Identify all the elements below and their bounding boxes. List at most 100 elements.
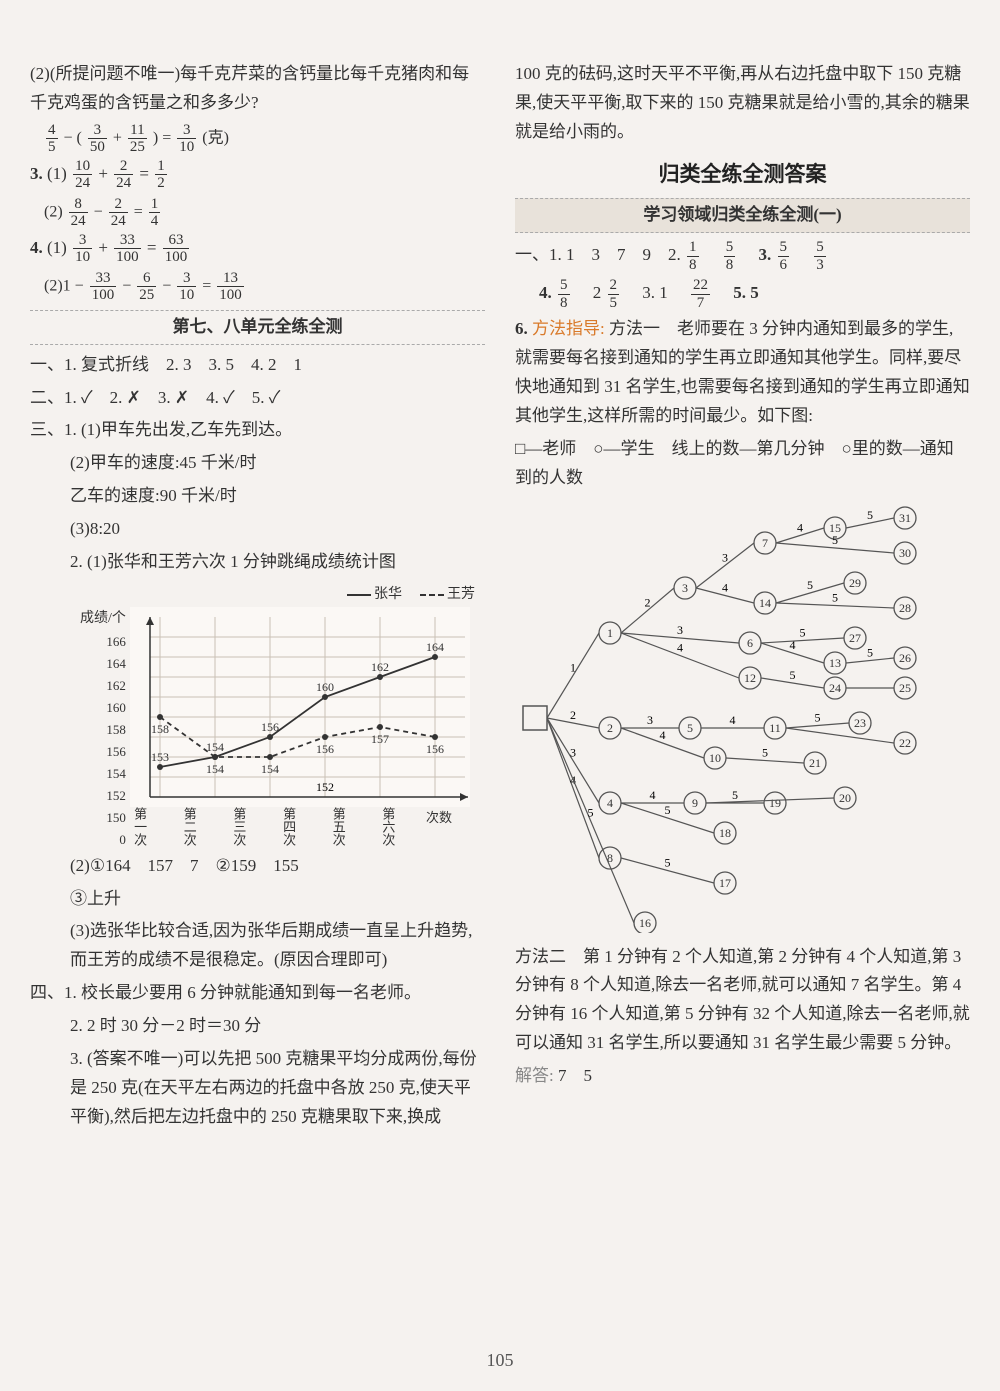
svg-text:5: 5 [832, 590, 838, 604]
line-a: 一、1. 复式折线 2. 3 3. 5 4. 2 1 [30, 351, 485, 380]
svg-text:18: 18 [719, 826, 731, 840]
svg-text:156: 156 [426, 742, 444, 756]
svg-text:13: 13 [829, 656, 841, 670]
q3-label: 3. [30, 164, 43, 183]
svg-text:5: 5 [665, 803, 671, 817]
svg-text:26: 26 [899, 651, 911, 665]
svg-text:3: 3 [682, 581, 688, 595]
svg-text:17: 17 [719, 876, 731, 890]
chart-wrap: 张华 王芳 成绩/个 166 164 162 160 158 156 154 1… [80, 583, 485, 846]
svg-text:6: 6 [747, 636, 753, 650]
svg-text:5: 5 [665, 855, 671, 869]
hint-label: 方法指导: [532, 319, 605, 338]
row1: 一、1. 1 3 7 9 2. 18 58 3. 56 53 [515, 239, 970, 273]
svg-text:22: 22 [899, 736, 911, 750]
line-e: (2)①164 157 7 ②159 155 [30, 852, 485, 881]
svg-text:154: 154 [261, 762, 279, 776]
left-column: (2)(所提问题不唯一)每千克芹菜的含钙量比每千克猪肉和每千克鸡蛋的含钙量之和多… [30, 60, 485, 1136]
eq4-2: (2)1 − 33100 − 625 − 310 = 13100 [44, 270, 485, 304]
svg-text:23: 23 [854, 716, 866, 730]
svg-text:25: 25 [899, 681, 911, 695]
q4: 4. (1) 310 + 33100 = 63100 [30, 232, 485, 266]
section-78-title: 第七、八单元全练全测 [30, 310, 485, 345]
svg-text:5: 5 [800, 625, 806, 639]
svg-text:9: 9 [692, 796, 698, 810]
legend-wang: 王芳 [447, 587, 475, 602]
svg-text:3: 3 [647, 713, 653, 727]
line-g: (3)选张华比较合适,因为张华后期成绩一直呈上升趋势,而王芳的成绩不是很稳定。(… [30, 917, 485, 975]
q4-label: 4. [30, 238, 43, 257]
line-c2: (2)甲车的速度:45 千米/时 [30, 449, 485, 478]
tree-svg: 1122344851623374155315304145295283652741… [515, 503, 935, 933]
svg-text:31: 31 [899, 511, 911, 525]
line-chart: 153154156160162164158154154156157156152 [130, 607, 470, 807]
answer-label: 解答: [515, 1066, 554, 1085]
svg-text:152: 152 [316, 780, 334, 794]
svg-text:27: 27 [849, 631, 861, 645]
svg-text:2: 2 [645, 595, 651, 609]
chart-svg: 153154156160162164158154154156157156152 [130, 607, 470, 807]
svg-text:153: 153 [151, 750, 169, 764]
svg-text:10: 10 [709, 751, 721, 765]
chart-legend: 张华 王芳 [80, 583, 475, 607]
svg-text:162: 162 [371, 660, 389, 674]
svg-text:4: 4 [660, 728, 666, 742]
svg-text:1: 1 [570, 660, 576, 674]
svg-text:5: 5 [687, 721, 693, 735]
eq3-2: (2) 824 − 224 = 14 [44, 196, 485, 230]
sub-title: 学习领域归类全练全测(一) [515, 198, 970, 233]
svg-text:5: 5 [588, 805, 594, 819]
tree-diagram: 1122344851623374155315304145295283652741… [515, 503, 935, 933]
row2: 4. 58 2 25 3. 1 227 5. 5 [515, 277, 970, 311]
answer-values: 7 5 [558, 1066, 592, 1085]
y-axis: 成绩/个 166 164 162 160 158 156 154 152 150… [80, 607, 130, 807]
svg-text:4: 4 [650, 788, 656, 802]
svg-text:156: 156 [261, 720, 279, 734]
svg-text:24: 24 [829, 681, 841, 695]
svg-text:4: 4 [797, 520, 803, 534]
x-axis: 第一次 第二次 第三次 第四次 第五次 第六次 次数 [120, 807, 460, 846]
big-title: 归类全练全测答案 [515, 157, 970, 193]
svg-text:4: 4 [607, 796, 613, 810]
line-f: ③上升 [30, 885, 485, 914]
svg-text:3: 3 [722, 550, 728, 564]
svg-text:19: 19 [769, 796, 781, 810]
y-label: 成绩/个 [80, 607, 126, 631]
svg-text:4: 4 [722, 580, 728, 594]
line-i: 2. 2 时 30 分－2 时＝30 分 [30, 1012, 485, 1041]
svg-text:5: 5 [807, 578, 813, 592]
svg-text:1: 1 [607, 626, 613, 640]
svg-text:5: 5 [790, 668, 796, 682]
line-c4: (3)8:20 [30, 515, 485, 544]
q-intro: (2)(所提问题不唯一)每千克芹菜的含钙量比每千克猪肉和每千克鸡蛋的含钙量之和多… [30, 60, 485, 118]
svg-text:28: 28 [899, 601, 911, 615]
svg-text:30: 30 [899, 546, 911, 560]
right-column: 100 克的砝码,这时天平不平衡,再从右边托盘中取下 150 克糖果,使天平平衡… [515, 60, 970, 1136]
svg-text:5: 5 [867, 645, 873, 659]
svg-text:29: 29 [849, 576, 861, 590]
right-top: 100 克的砝码,这时天平不平衡,再从右边托盘中取下 150 克糖果,使天平平衡… [515, 60, 970, 147]
svg-text:12: 12 [744, 671, 756, 685]
svg-text:2: 2 [607, 721, 613, 735]
svg-text:20: 20 [839, 791, 851, 805]
line-d: 2. (1)张华和王芳六次 1 分钟跳绳成绩统计图 [30, 548, 485, 577]
svg-text:4: 4 [790, 638, 796, 652]
page-number: 105 [0, 1350, 1000, 1371]
svg-text:16: 16 [639, 916, 651, 930]
svg-text:14: 14 [759, 596, 771, 610]
svg-text:5: 5 [832, 533, 838, 547]
svg-text:157: 157 [371, 732, 389, 746]
svg-text:154: 154 [206, 740, 224, 754]
svg-text:4: 4 [730, 713, 736, 727]
svg-text:5: 5 [815, 710, 821, 724]
svg-text:160: 160 [316, 680, 334, 694]
svg-text:3: 3 [570, 745, 576, 759]
q3: 3. (1) 1024 + 224 = 12 [30, 158, 485, 192]
svg-text:5: 5 [732, 788, 738, 802]
answer: 解答: 7 5 [515, 1062, 970, 1091]
svg-text:11: 11 [769, 721, 781, 735]
method2: 方法二 第 1 分钟有 2 个人知道,第 2 分钟有 4 个人知道,第 3 分钟… [515, 943, 970, 1059]
svg-text:5: 5 [867, 508, 873, 522]
line-b: 二、1. ✓ 2. ✗ 3. ✗ 4. ✓ 5. ✓ [30, 384, 485, 413]
page-root: (2)(所提问题不唯一)每千克芹菜的含钙量比每千克猪肉和每千克鸡蛋的含钙量之和多… [0, 0, 1000, 1176]
